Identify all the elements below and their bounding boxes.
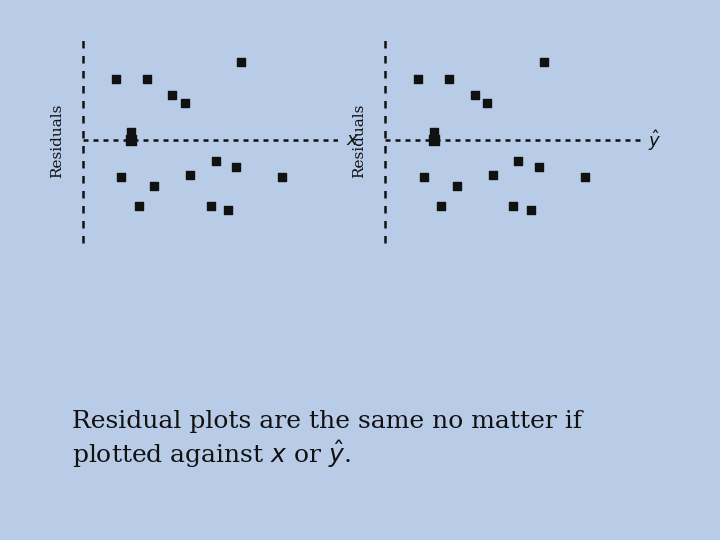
Point (230, 163, 242, 171)
Point (428, 128, 439, 137)
Text: Residuals: Residuals (50, 103, 64, 178)
Point (148, 181, 160, 190)
Point (133, 202, 145, 211)
Point (235, 58, 247, 67)
Point (482, 99, 493, 108)
Point (115, 173, 127, 181)
Point (428, 136, 439, 145)
Point (179, 99, 191, 108)
Point (222, 206, 234, 214)
Point (507, 202, 518, 211)
Point (469, 91, 480, 99)
Point (125, 136, 137, 145)
Point (184, 171, 196, 180)
Point (436, 202, 447, 211)
Point (533, 163, 544, 171)
Point (487, 171, 498, 180)
Text: Residual plots are the same no matter if
plotted against $x$ or $\hat{y}$.: Residual plots are the same no matter if… (72, 410, 582, 470)
Point (451, 181, 462, 190)
Point (525, 206, 536, 214)
Text: $\hat{y}$: $\hat{y}$ (649, 128, 662, 153)
Point (166, 91, 178, 99)
Point (444, 75, 455, 83)
Point (125, 128, 137, 137)
Point (276, 173, 288, 181)
Point (141, 75, 153, 83)
Point (538, 58, 549, 67)
Point (418, 173, 429, 181)
Point (110, 75, 122, 83)
Text: Residuals: Residuals (353, 103, 366, 178)
Point (204, 202, 216, 211)
Point (579, 173, 590, 181)
Text: $x$: $x$ (346, 131, 359, 150)
Point (513, 157, 524, 165)
Point (413, 75, 424, 83)
Point (210, 157, 222, 165)
